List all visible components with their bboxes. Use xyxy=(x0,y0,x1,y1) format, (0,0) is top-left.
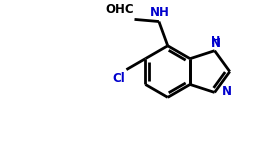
Text: N: N xyxy=(222,85,232,98)
Text: H: H xyxy=(211,36,220,46)
Text: OHC: OHC xyxy=(105,3,133,16)
Text: N: N xyxy=(211,37,221,50)
Text: NH: NH xyxy=(150,6,170,19)
Text: Cl: Cl xyxy=(113,72,125,85)
